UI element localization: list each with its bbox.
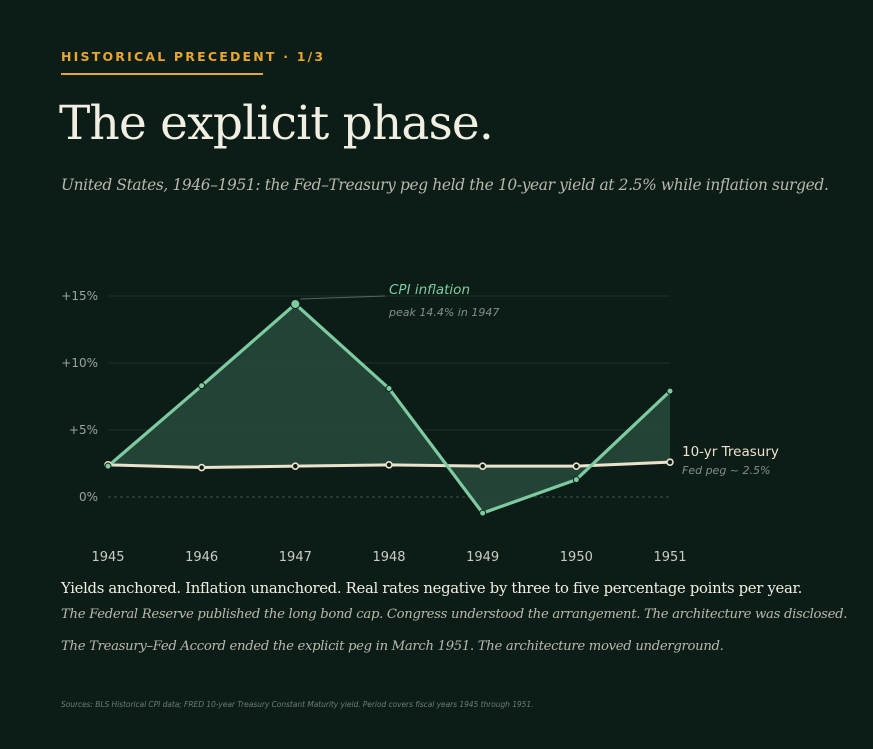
x-tick-label: 1947 xyxy=(279,550,312,565)
cpi-leader-line xyxy=(300,295,386,300)
x-tick-label: 1945 xyxy=(91,550,124,565)
treasury-point xyxy=(385,461,393,469)
page-subtitle: United States, 1946–1951: the Fed–Treasu… xyxy=(61,176,829,194)
x-tick-label: 1951 xyxy=(653,550,686,565)
fill-layer xyxy=(108,304,670,514)
eyebrow-label: HISTORICAL PRECEDENT · 1/3 xyxy=(61,49,326,64)
treasury-series-label: 10-yr Treasury xyxy=(682,444,779,460)
body-paragraph-2: The Treasury–Fed Accord ended the explic… xyxy=(61,639,724,654)
treasury-point xyxy=(478,462,487,470)
cpi-point xyxy=(104,462,112,470)
cpi-point xyxy=(290,299,301,310)
label-layer: 0% +5% +10% +15% 1945 1946 1947 1948 1949 1950 195… xyxy=(61,282,779,565)
cpi-point xyxy=(572,476,580,484)
treasury-point xyxy=(291,462,300,470)
body-paragraph-1: The Federal Reserve published the long b… xyxy=(61,607,848,622)
y-tick-label: +5% xyxy=(69,423,98,437)
cpi-peak-annotation: peak 14.4% in 1947 xyxy=(388,306,499,319)
point-layer xyxy=(104,299,674,517)
inflation-vs-treasury-chart: 0% +5% +10% +15% 1945 1946 1947 1948 1949 1950 195… xyxy=(61,282,779,565)
treasury-point xyxy=(197,463,206,472)
y-tick-label: 0% xyxy=(79,490,98,504)
cpi-point xyxy=(198,382,206,390)
cpi-point xyxy=(479,509,487,517)
x-tick-label: 1946 xyxy=(185,550,218,565)
lead-statement: Yields anchored. Inflation unanchored. R… xyxy=(61,580,803,597)
inflation-gap-area xyxy=(108,304,670,514)
cpi-series-label: CPI inflation xyxy=(389,282,470,298)
x-tick-label: 1949 xyxy=(466,550,499,565)
cpi-point xyxy=(385,384,393,392)
cpi-point xyxy=(666,387,674,395)
x-tick-label: 1950 xyxy=(560,550,593,565)
page-title: The explicit phase. xyxy=(59,96,494,151)
y-tick-label: +15% xyxy=(61,289,98,303)
x-tick-label: 1948 xyxy=(372,550,405,565)
treasury-peg-annotation: Fed peg ~ 2.5% xyxy=(682,464,770,477)
y-tick-label: +10% xyxy=(61,356,98,370)
sources-note: Sources: BLS Historical CPI data; FRED 1… xyxy=(61,700,534,709)
treasury-point xyxy=(572,462,581,470)
eyebrow-underline xyxy=(61,73,263,75)
treasury-point xyxy=(666,458,674,466)
